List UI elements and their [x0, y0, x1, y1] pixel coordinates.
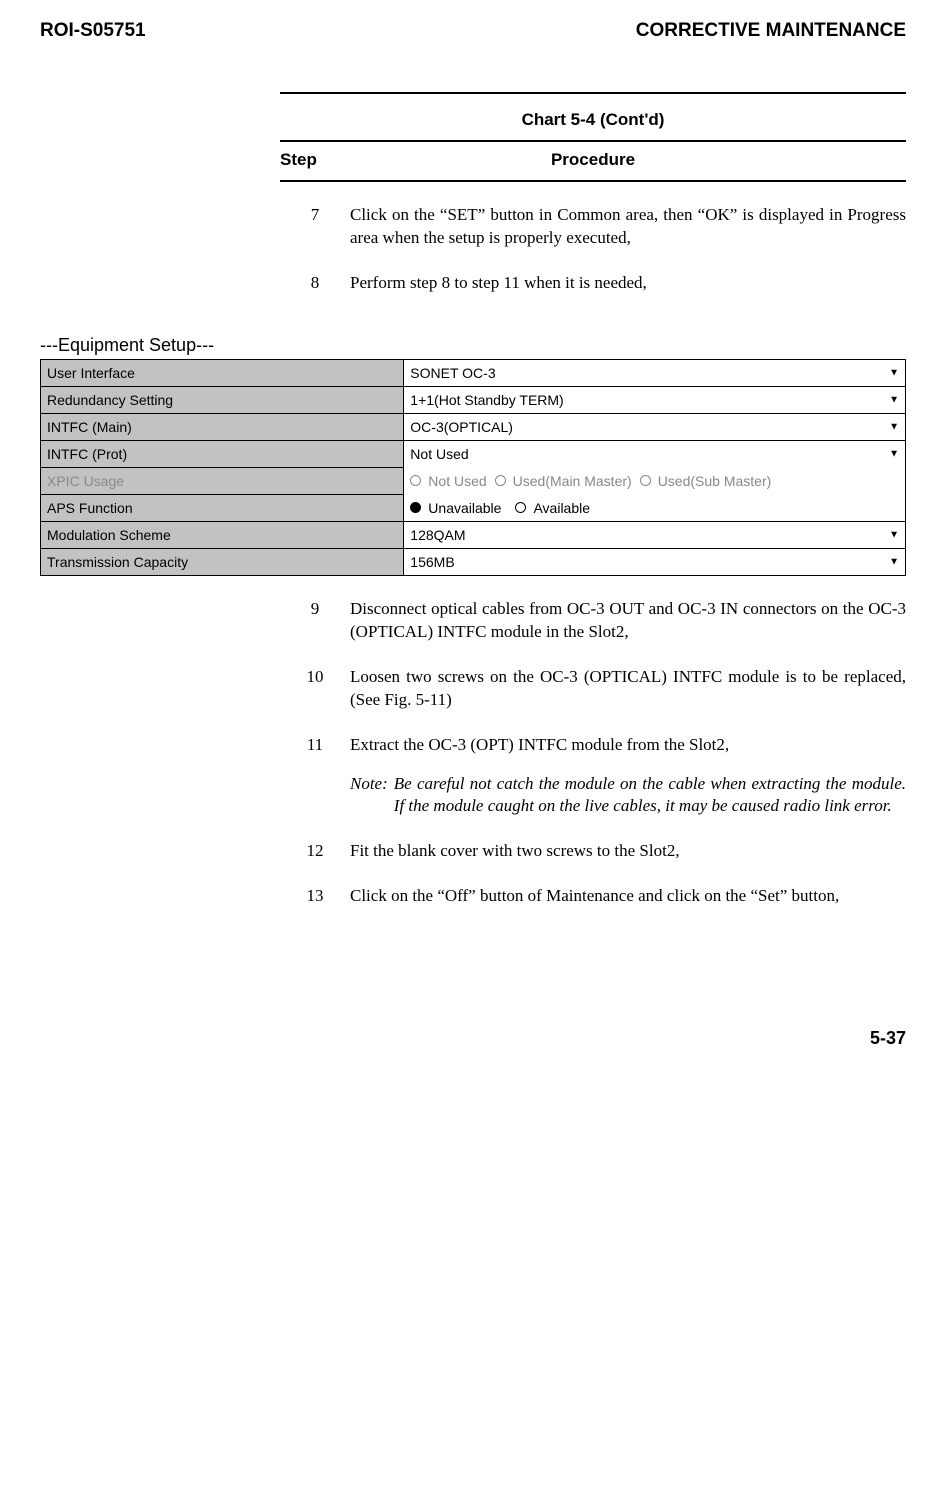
table-row: APS Function Unavailable Available: [41, 494, 906, 521]
step-text: Extract the OC-3 (OPT) INTFC module from…: [350, 734, 906, 819]
radio-icon: [495, 475, 506, 486]
row-value[interactable]: 1+1(Hot Standby TERM) ▼: [404, 386, 906, 413]
step-text: Perform step 8 to step 11 when it is nee…: [350, 272, 906, 295]
step-number: 8: [280, 272, 350, 295]
chevron-down-icon: ▼: [889, 421, 899, 432]
step-label: Step: [280, 150, 360, 170]
table-row: User Interface SONET OC-3 ▼: [41, 359, 906, 386]
row-value[interactable]: Unavailable Available: [404, 494, 906, 521]
radio-label: Used(Sub Master): [658, 473, 772, 489]
value-text: 128QAM: [410, 527, 465, 543]
row-label: Transmission Capacity: [41, 548, 404, 575]
table-row: Modulation Scheme 128QAM ▼: [41, 521, 906, 548]
chevron-down-icon: ▼: [889, 529, 899, 540]
step-row: 12 Fit the blank cover with two screws t…: [280, 840, 906, 863]
row-label: APS Function: [41, 494, 404, 521]
step-number: 10: [280, 666, 350, 712]
table-row: INTFC (Prot) Not Used ▼: [41, 440, 906, 467]
page-header: ROI-S05751 CORRECTIVE MAINTENANCE: [40, 20, 906, 42]
row-label: Redundancy Setting: [41, 386, 404, 413]
procedure-label: Procedure: [360, 150, 906, 170]
row-value[interactable]: 128QAM ▼: [404, 521, 906, 548]
note-label: Note:: [350, 773, 394, 819]
step-number: 11: [280, 734, 350, 819]
row-value[interactable]: Not Used ▼: [404, 440, 906, 467]
doc-id: ROI-S05751: [40, 20, 146, 42]
row-value[interactable]: 156MB ▼: [404, 548, 906, 575]
chevron-down-icon: ▼: [889, 449, 899, 460]
chevron-down-icon: ▼: [889, 367, 899, 378]
table-row: INTFC (Main) OC-3(OPTICAL) ▼: [41, 413, 906, 440]
step-row: 11 Extract the OC-3 (OPT) INTFC module f…: [280, 734, 906, 819]
content-column: Chart 5-4 (Cont'd) Step Procedure 7 Clic…: [280, 92, 906, 295]
step-number: 12: [280, 840, 350, 863]
page-number: 5-37: [40, 1028, 906, 1049]
step-body: Extract the OC-3 (OPT) INTFC module from…: [350, 735, 729, 754]
value-text: 1+1(Hot Standby TERM): [410, 392, 563, 408]
chevron-down-icon: ▼: [889, 394, 899, 405]
radio-selected-icon[interactable]: [410, 502, 421, 513]
row-value: Not Used Used(Main Master) Used(Sub Mast…: [404, 467, 906, 494]
row-value[interactable]: SONET OC-3 ▼: [404, 359, 906, 386]
step-text: Fit the blank cover with two screws to t…: [350, 840, 906, 863]
section-title: CORRECTIVE MAINTENANCE: [636, 20, 906, 42]
step-row: 13 Click on the “Off” button of Maintena…: [280, 885, 906, 908]
value-text: SONET OC-3: [410, 365, 495, 381]
step-row: 10 Loosen two screws on the OC-3 (OPTICA…: [280, 666, 906, 712]
equipment-table: User Interface SONET OC-3 ▼ Redundancy S…: [40, 359, 906, 576]
chevron-down-icon: ▼: [889, 556, 899, 567]
step-text: Disconnect optical cables from OC-3 OUT …: [350, 598, 906, 644]
page: ROI-S05751 CORRECTIVE MAINTENANCE Chart …: [0, 0, 946, 1089]
rule: [280, 180, 906, 182]
step-header: Step Procedure: [280, 142, 906, 180]
step-row: 7 Click on the “SET” button in Common ar…: [280, 204, 906, 250]
step-row: 9 Disconnect optical cables from OC-3 OU…: [280, 598, 906, 644]
content-column: 9 Disconnect optical cables from OC-3 OU…: [280, 598, 906, 908]
radio-label: Not Used: [428, 473, 486, 489]
step-text: Click on the “Off” button of Maintenance…: [350, 885, 906, 908]
step-row: 8 Perform step 8 to step 11 when it is n…: [280, 272, 906, 295]
value-text: 156MB: [410, 554, 454, 570]
step-text: Click on the “SET” button in Common area…: [350, 204, 906, 250]
radio-icon: [410, 475, 421, 486]
row-label: XPIC Usage: [41, 467, 404, 494]
row-label: Modulation Scheme: [41, 521, 404, 548]
step-number: 13: [280, 885, 350, 908]
equipment-setup-title: ---Equipment Setup---: [40, 335, 906, 356]
row-label: INTFC (Prot): [41, 440, 404, 467]
radio-label: Unavailable: [428, 500, 501, 516]
step-number: 9: [280, 598, 350, 644]
radio-icon[interactable]: [515, 502, 526, 513]
row-label: INTFC (Main): [41, 413, 404, 440]
radio-icon: [640, 475, 651, 486]
table-row: Redundancy Setting 1+1(Hot Standby TERM)…: [41, 386, 906, 413]
row-value[interactable]: OC-3(OPTICAL) ▼: [404, 413, 906, 440]
chart-title: Chart 5-4 (Cont'd): [280, 94, 906, 140]
value-text: OC-3(OPTICAL): [410, 419, 513, 435]
radio-label: Used(Main Master): [513, 473, 632, 489]
step-note: Note: Be careful not catch the module on…: [350, 773, 906, 819]
step-number: 7: [280, 204, 350, 250]
note-text: Be careful not catch the module on the c…: [394, 773, 906, 819]
step-text: Loosen two screws on the OC-3 (OPTICAL) …: [350, 666, 906, 712]
table-row: XPIC Usage Not Used Used(Main Master) Us…: [41, 467, 906, 494]
radio-label: Available: [533, 500, 590, 516]
value-text: Not Used: [410, 446, 468, 462]
row-label: User Interface: [41, 359, 404, 386]
table-row: Transmission Capacity 156MB ▼: [41, 548, 906, 575]
equipment-setup-section: ---Equipment Setup--- User Interface SON…: [40, 335, 906, 576]
